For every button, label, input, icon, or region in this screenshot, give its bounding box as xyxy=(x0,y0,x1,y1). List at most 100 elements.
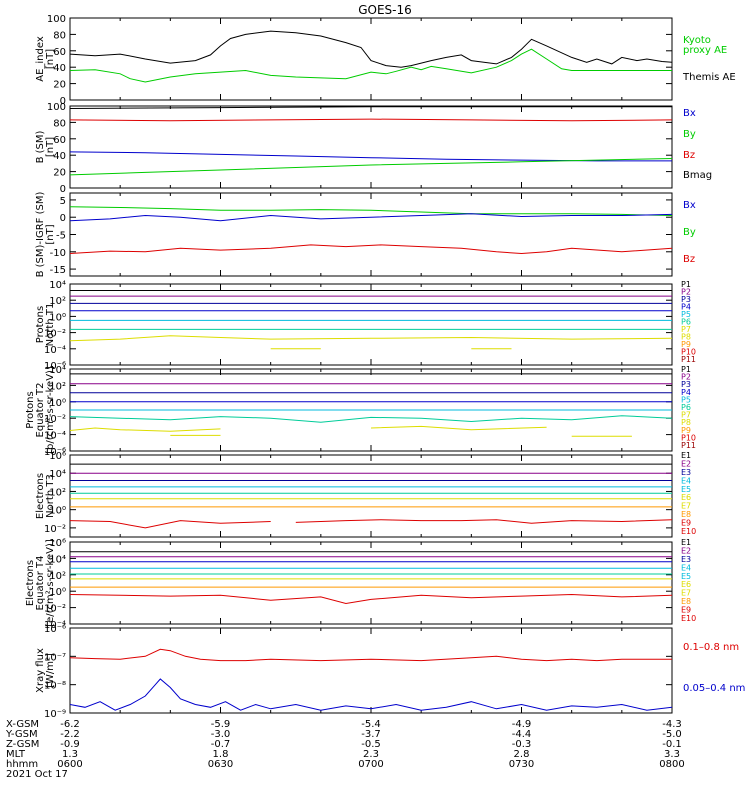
legend-entry: Bx xyxy=(683,108,696,119)
x-axis-value: -0.1 xyxy=(662,739,682,750)
x-axis-value: -4.9 xyxy=(512,719,532,730)
legend-entry: E9 xyxy=(681,519,691,528)
y-tick-label: 60 xyxy=(53,135,66,146)
legend: Bx By Bz Bmag xyxy=(683,108,712,181)
legend-entry: P10 xyxy=(681,348,696,357)
y-tick-label: 10⁻⁹ xyxy=(44,709,66,720)
y-tick-label: 20 xyxy=(53,80,66,91)
y-tick-label: 10⁻² xyxy=(44,604,66,615)
legend-entry: E7 xyxy=(681,589,691,598)
plot-title: GOES-16 xyxy=(358,3,412,17)
panel-2: 0 20 40 60 80 100 B (SM) [nT] Bx By Bz Bmag xyxy=(35,102,712,195)
y-axis-label: Protons xyxy=(25,391,36,428)
y-tick-label: 10⁻⁶ xyxy=(44,447,66,458)
legend-entry: P2 xyxy=(681,373,691,382)
legend-entry: Bz xyxy=(683,254,695,265)
x-axis-value: -5.4 xyxy=(361,719,381,730)
legend-entry: E1 xyxy=(681,538,691,547)
plot-date: 2021 Oct 17 xyxy=(6,769,68,780)
y-tick-label: 10⁻⁶ xyxy=(44,361,66,372)
x-axis-value: 0730 xyxy=(509,759,534,770)
series-line xyxy=(70,118,672,122)
series-line xyxy=(70,415,672,423)
legend-entry: E3 xyxy=(681,468,691,477)
y-tick-label: 40 xyxy=(53,151,66,162)
panel-frame xyxy=(69,192,673,277)
y-tick-label: 10⁻² xyxy=(44,524,66,535)
legend-entry: P5 xyxy=(681,395,691,404)
y-tick-label: 10² xyxy=(49,381,66,392)
series-line xyxy=(70,30,672,68)
x-axis-value: -5.0 xyxy=(662,729,682,740)
x-axis-row-label: Y-GSM xyxy=(5,729,38,740)
legend-entry: E1 xyxy=(681,451,691,460)
legend-entry: P3 xyxy=(681,380,691,389)
legend-entry: P4 xyxy=(681,303,691,312)
y-tick-label: 10⁻⁴ xyxy=(44,345,66,356)
y-tick-label: 10⁻⁶ xyxy=(44,624,66,635)
x-axis-row-label: Z-GSM xyxy=(6,739,39,750)
legend-entry: P11 xyxy=(681,355,696,364)
y-tick-label: 10⁻² xyxy=(44,329,66,340)
y-axis-label: Electrons xyxy=(35,473,46,519)
x-axis-value: 2.3 xyxy=(363,749,379,760)
x-axis-value: -0.7 xyxy=(211,739,231,750)
series-line xyxy=(70,648,672,662)
y-axis-label: B (SM)-IGRF (SM) xyxy=(35,192,46,278)
legend-entry: E4 xyxy=(681,476,691,485)
x-axis-value: -4.3 xyxy=(662,719,682,730)
panel-frame xyxy=(69,17,673,101)
y-tick-label: 80 xyxy=(53,30,66,41)
x-axis-value: 1.8 xyxy=(213,749,229,760)
series-line xyxy=(370,425,547,431)
y-tick-label: 100 xyxy=(47,14,66,25)
legend-entry: P3 xyxy=(681,295,691,304)
series-line xyxy=(70,678,672,711)
legend-entry: 0.05–0.4 nm xyxy=(683,683,745,694)
series-line xyxy=(70,151,672,162)
y-tick-label: 80 xyxy=(53,118,66,129)
series-line xyxy=(70,520,271,529)
x-axis-value: -3.7 xyxy=(361,729,381,740)
legend-entry: Bx xyxy=(683,200,696,211)
x-axis-value: 0700 xyxy=(358,759,383,770)
y-axis-label: [nT] xyxy=(45,224,56,244)
y-tick-label: 10⁰ xyxy=(49,312,66,323)
y-tick-label: 10⁴ xyxy=(49,280,66,291)
y-tick-label: -10 xyxy=(50,248,66,259)
legend-entry: E8 xyxy=(681,597,691,606)
y-tick-label: 10⁶ xyxy=(49,451,66,462)
y-tick-label: 100 xyxy=(47,102,66,113)
panel-8: 10⁻⁹ 10⁻⁸ 10⁻⁷ 10⁻⁶ Xray flux [W/m²] 0.1–0.8 n… xyxy=(35,624,745,720)
legend: Bx By Bz xyxy=(683,200,696,265)
legend-entry: E3 xyxy=(681,555,691,564)
legend-entry: Bmag xyxy=(683,170,712,181)
y-tick-label: 10⁻² xyxy=(44,414,66,425)
legend-entry: P6 xyxy=(681,318,691,327)
x-axis-row-label: MLT xyxy=(6,749,26,760)
panel-frame xyxy=(69,627,673,714)
panel-7: 10⁻⁴ 10⁻² 10⁰ 10² 10⁴ 10⁶ Electrons Equator T4[… xyxy=(25,538,696,631)
legend-entry: By xyxy=(683,129,696,140)
x-axis-value: -3.0 xyxy=(211,729,231,740)
x-axis-value: 0630 xyxy=(208,759,233,770)
legend-entry: E10 xyxy=(681,527,696,536)
y-tick-label: 40 xyxy=(53,63,66,74)
y-tick-label: 5 xyxy=(60,196,66,207)
legend-entry: E8 xyxy=(681,510,691,519)
y-axis-label: North T3 xyxy=(45,474,56,518)
y-axis-label: [e/(cm²-s-sr-keV)] xyxy=(45,539,56,627)
x-axis-value: -0.9 xyxy=(60,739,80,750)
legend-entry: P11 xyxy=(681,441,696,450)
y-tick-label: 0 xyxy=(60,184,66,195)
legend-entry: E6 xyxy=(681,493,691,502)
legend-entry: E10 xyxy=(681,614,696,623)
y-tick-label: 10⁰ xyxy=(49,398,66,409)
